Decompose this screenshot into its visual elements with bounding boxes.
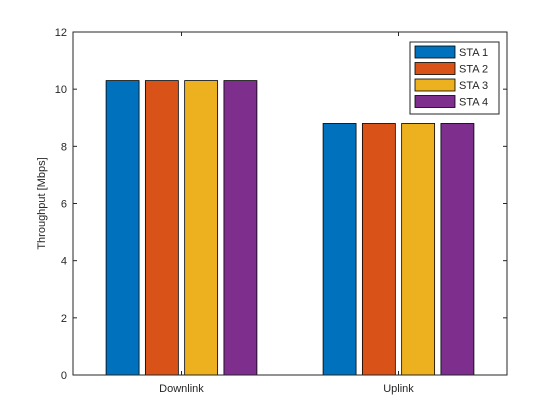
- bar-sta-2-uplink: [361, 123, 396, 376]
- bar-sta-2-downlink: [144, 80, 179, 376]
- legend-swatch-sta-2: [414, 62, 456, 75]
- legend: STA 1 STA 2 STA 3 STA 4: [409, 41, 500, 115]
- y-tick-label: 2: [61, 313, 67, 325]
- legend-swatch-sta-4: [414, 95, 456, 108]
- y-tick-label: 12: [55, 27, 67, 39]
- bar-sta-3-downlink: [184, 80, 219, 376]
- plot-frame: [72, 31, 508, 376]
- x-axis-ticks: Downlink Uplink: [159, 32, 414, 395]
- legend-label: STA 1: [459, 47, 488, 59]
- y-tick-label: 0: [61, 370, 67, 382]
- bar-group: [105, 80, 475, 376]
- legend-swatch-sta-3: [414, 78, 456, 92]
- legend-label: STA 2: [459, 64, 488, 76]
- x-tick-label: Downlink: [159, 383, 204, 395]
- bar-sta-1-downlink: [105, 80, 140, 376]
- bar-sta-4-uplink: [440, 123, 475, 376]
- x-tick-label: Uplink: [383, 383, 414, 395]
- bar-sta-1-uplink: [322, 123, 357, 376]
- y-tick-label: 10: [55, 84, 67, 96]
- legend-label: STA 4: [459, 97, 488, 109]
- bar-sta-4-downlink: [223, 80, 258, 376]
- y-tick-label: 6: [61, 199, 67, 211]
- legend-label: STA 3: [459, 80, 488, 92]
- y-tick-label: 8: [61, 141, 67, 153]
- bar-sta-3-uplink: [401, 123, 436, 376]
- y-axis-label: Throughput [Mbps]: [36, 157, 48, 249]
- legend-swatch-sta-1: [414, 45, 456, 59]
- y-tick-label: 4: [61, 256, 67, 268]
